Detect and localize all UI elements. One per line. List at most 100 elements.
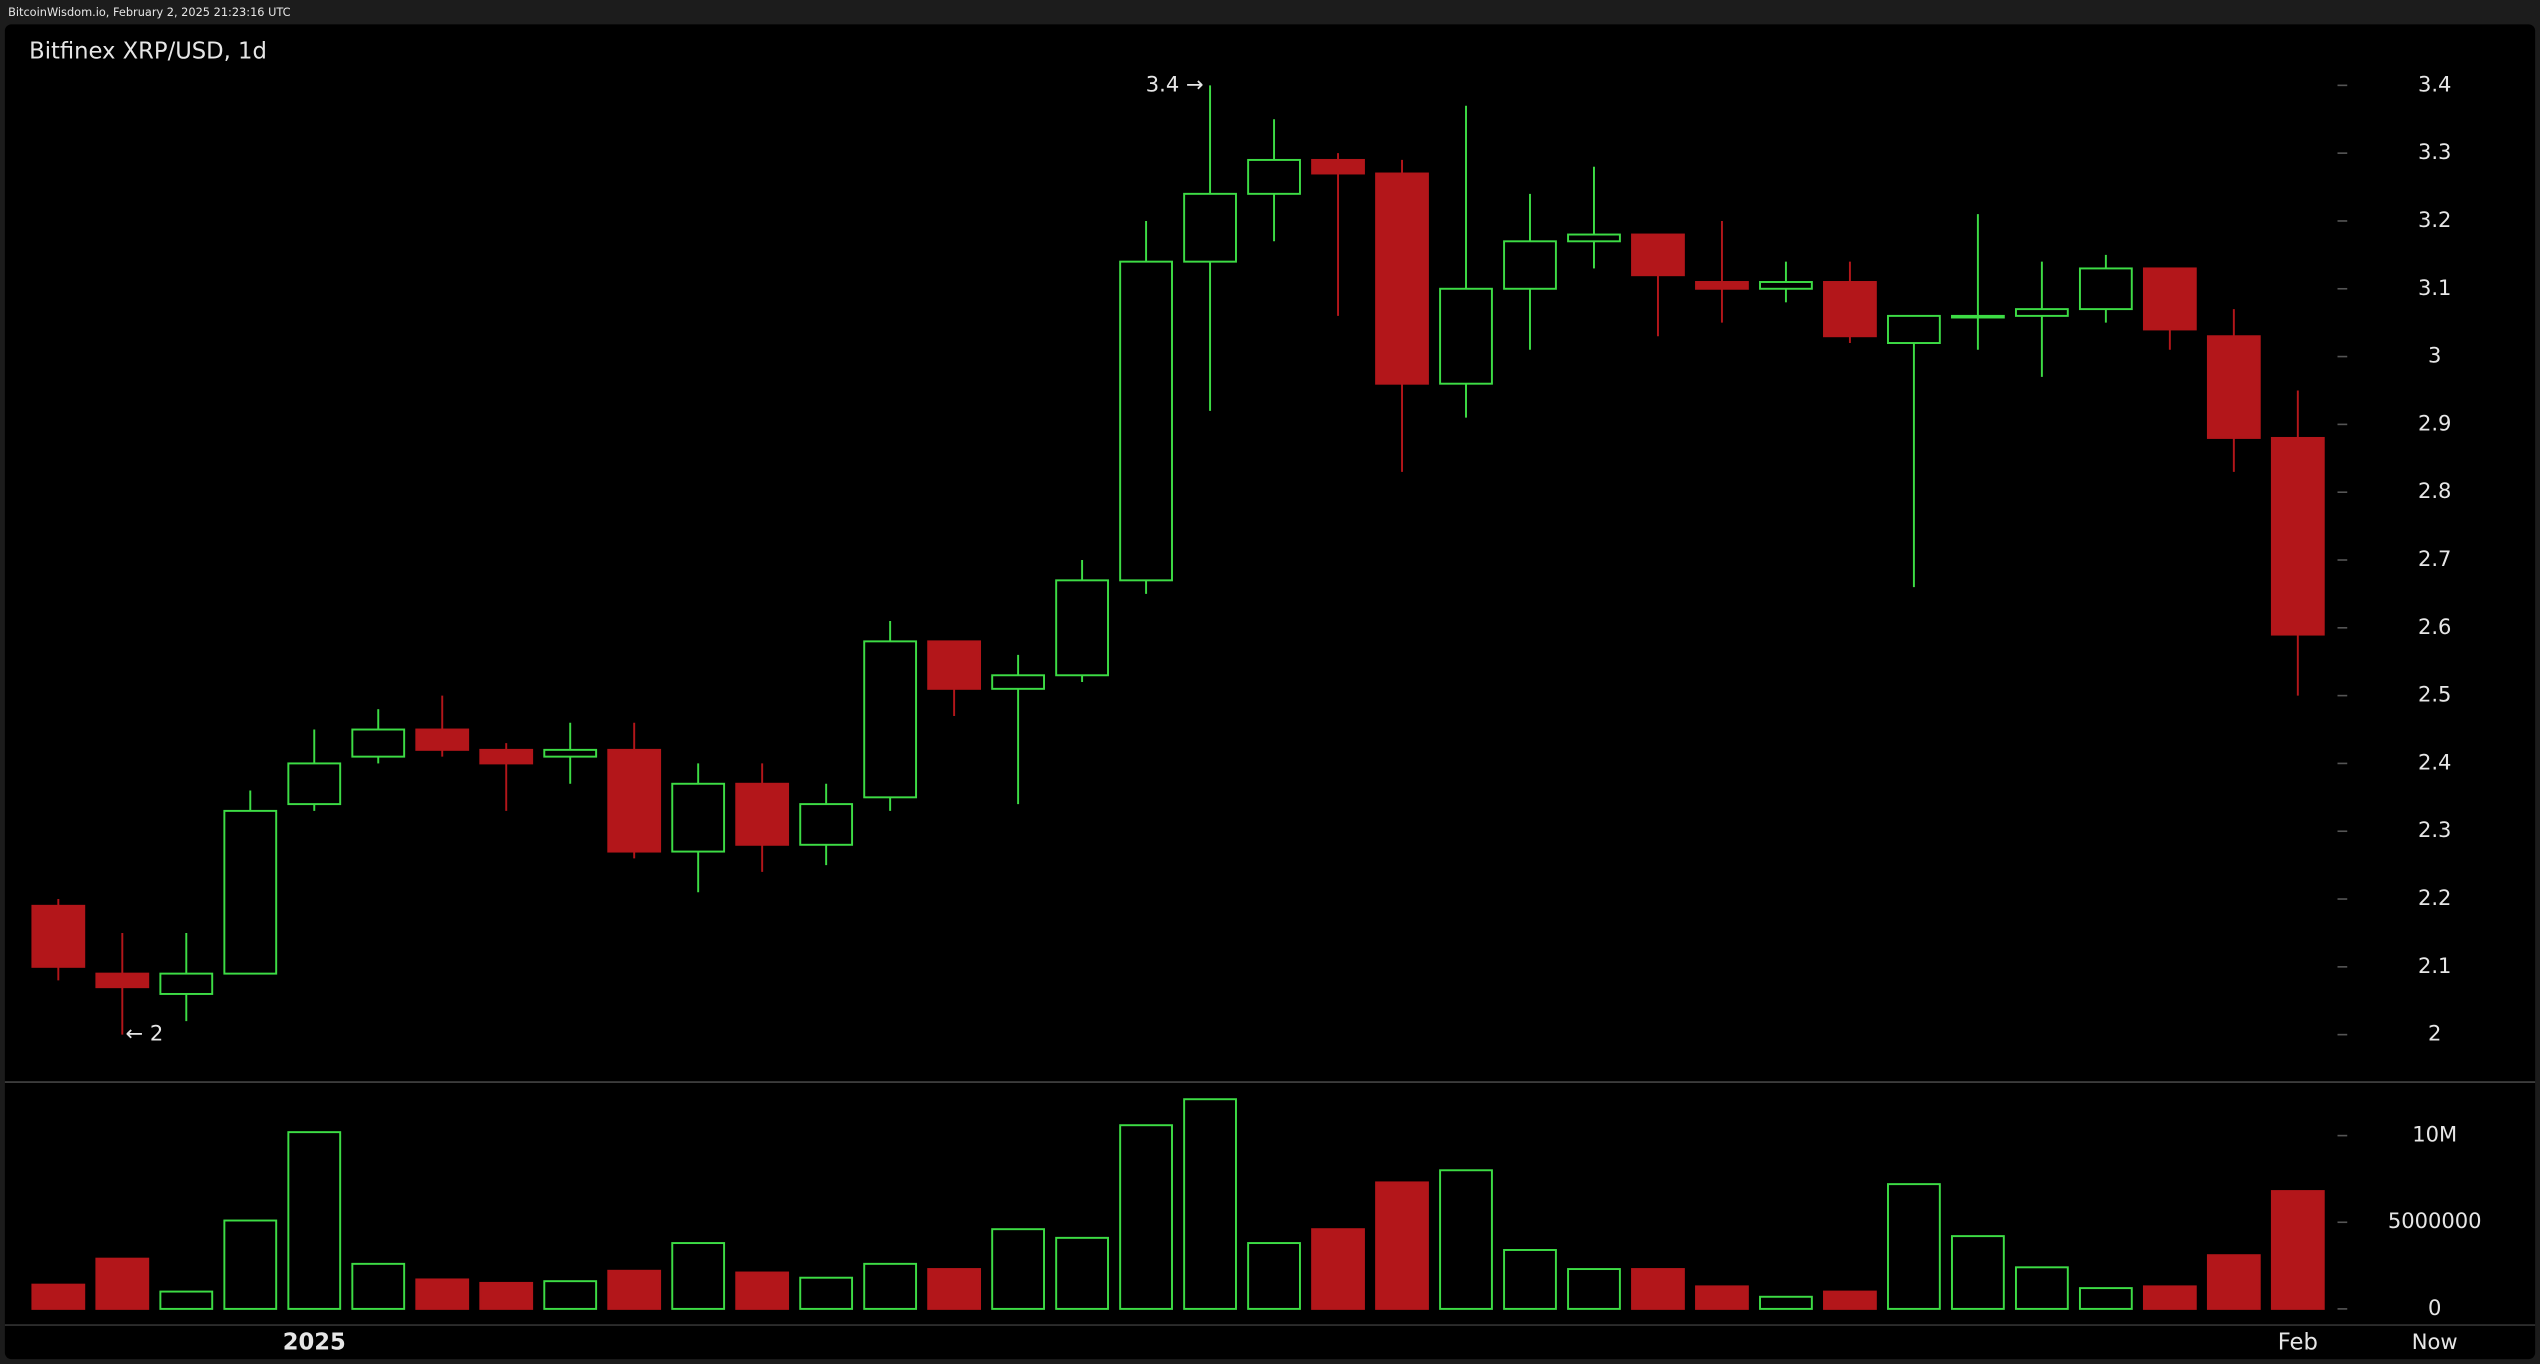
volume-bar bbox=[159, 1290, 214, 1310]
y-tick-label: 3 bbox=[2428, 343, 2441, 368]
volume-bar bbox=[1119, 1124, 1173, 1310]
volume-bar bbox=[671, 1242, 726, 1310]
candle-body bbox=[671, 782, 726, 853]
volume-bar bbox=[1823, 1290, 1877, 1310]
x-tick-label: 2025 bbox=[283, 1329, 346, 1355]
y-tick-label: 2.6 bbox=[2418, 614, 2451, 639]
candle-body bbox=[2078, 267, 2133, 311]
volume-bar bbox=[351, 1262, 406, 1310]
candle-body bbox=[1183, 192, 1237, 263]
volume-bar bbox=[1183, 1098, 1237, 1310]
volume-bar bbox=[735, 1271, 790, 1310]
candle-body bbox=[223, 809, 278, 975]
y-tick-label: 3.1 bbox=[2418, 275, 2451, 300]
now-label: Now bbox=[2412, 1329, 2458, 1354]
volume-tick-label: 10M bbox=[2412, 1122, 2457, 1147]
header: BitcoinWisdom.io, February 2, 2025 21:23… bbox=[8, 5, 291, 19]
y-tick-label: 2.4 bbox=[2418, 749, 2451, 774]
candle-body bbox=[1119, 260, 1173, 582]
candle-body bbox=[1375, 172, 1429, 385]
candle-body bbox=[1631, 233, 1685, 277]
volume-bar bbox=[799, 1276, 854, 1310]
candle-body bbox=[1759, 281, 1813, 290]
y-tick-label: 2.5 bbox=[2418, 682, 2451, 707]
volume-bar bbox=[2078, 1287, 2133, 1310]
candle-body bbox=[2142, 267, 2197, 331]
x-tick-label: Feb bbox=[2278, 1329, 2318, 1355]
candle-body bbox=[351, 728, 406, 758]
volume-bar bbox=[95, 1257, 150, 1310]
candle-body bbox=[1887, 314, 1941, 344]
volume-bar bbox=[1759, 1295, 1813, 1310]
volume-bar bbox=[2206, 1254, 2261, 1310]
candle-body bbox=[1951, 314, 2005, 319]
candle-body bbox=[799, 803, 854, 846]
candle-body bbox=[607, 748, 662, 853]
y-tick-label: 2.9 bbox=[2418, 410, 2451, 435]
y-tick-label: 2.2 bbox=[2418, 885, 2451, 910]
volume-bar bbox=[1951, 1235, 2005, 1310]
candle-body bbox=[1567, 233, 1621, 243]
y-tick-label: 3.2 bbox=[2418, 207, 2451, 232]
candle-body bbox=[1823, 281, 1877, 338]
volume-bar bbox=[2142, 1285, 2197, 1310]
candle-body bbox=[1439, 287, 1493, 385]
volume-bar bbox=[607, 1269, 662, 1310]
volume-tick-label: 5000000 bbox=[2388, 1208, 2482, 1233]
y-tick-label: 3.3 bbox=[2418, 139, 2451, 164]
volume-bar bbox=[287, 1131, 342, 1310]
volume-bar bbox=[1631, 1268, 1685, 1310]
candle-body bbox=[1055, 579, 1109, 677]
volume-bar bbox=[1695, 1285, 1749, 1310]
volume-bar bbox=[31, 1283, 86, 1310]
volume-bar bbox=[2014, 1266, 2069, 1310]
volume-bar bbox=[927, 1268, 982, 1310]
volume-bar bbox=[2270, 1190, 2325, 1310]
candle-body bbox=[2014, 308, 2069, 317]
volume-bar bbox=[415, 1278, 470, 1310]
y-tick-label: 2.1 bbox=[2418, 953, 2451, 978]
candle-body bbox=[479, 748, 534, 765]
y-tick-label: 2.8 bbox=[2418, 478, 2451, 503]
y-tick-label: 2 bbox=[2428, 1021, 2441, 1046]
candle-body bbox=[1247, 158, 1301, 195]
volume-bar bbox=[1055, 1236, 1109, 1310]
candle-body bbox=[991, 674, 1045, 690]
candle-body bbox=[735, 782, 790, 846]
min-annotation: ← 2 bbox=[126, 1021, 164, 1046]
candle-body bbox=[863, 640, 918, 799]
y-tick-label: 3.4 bbox=[2418, 71, 2451, 96]
volume-tick-label: 0 bbox=[2428, 1295, 2441, 1320]
volume-bar bbox=[479, 1281, 534, 1310]
y-tick-label: 2.7 bbox=[2418, 546, 2451, 571]
volume-bar bbox=[863, 1262, 918, 1310]
volume-bar bbox=[1887, 1183, 1941, 1310]
volume-bar bbox=[543, 1280, 598, 1310]
volume-bar bbox=[1247, 1242, 1301, 1310]
candle-body bbox=[287, 762, 342, 806]
volume-bar bbox=[1567, 1268, 1621, 1310]
chart-title: Bitfinex XRP/USD, 1d bbox=[29, 38, 267, 64]
candle-body bbox=[1695, 281, 1749, 290]
chart-panel bbox=[4, 24, 2536, 1360]
candle-body bbox=[927, 640, 982, 690]
volume-bar bbox=[223, 1219, 278, 1310]
y-tick-label: 2.3 bbox=[2418, 817, 2451, 842]
volume-bar bbox=[1439, 1169, 1493, 1310]
candle-body bbox=[2206, 335, 2261, 439]
candle-body bbox=[159, 972, 214, 995]
candle-body bbox=[415, 728, 470, 751]
volume-bar bbox=[991, 1228, 1045, 1310]
candle-body bbox=[543, 748, 598, 758]
candle-body bbox=[2270, 436, 2325, 636]
volume-bar bbox=[1503, 1249, 1557, 1310]
volume-bar bbox=[1311, 1228, 1365, 1310]
candle-body bbox=[95, 972, 150, 989]
max-annotation: 3.4 → bbox=[1146, 71, 1204, 96]
candle-body bbox=[1311, 158, 1365, 175]
volume-bar bbox=[1375, 1181, 1429, 1310]
candle-body bbox=[1503, 240, 1557, 290]
candle-body bbox=[31, 904, 86, 968]
